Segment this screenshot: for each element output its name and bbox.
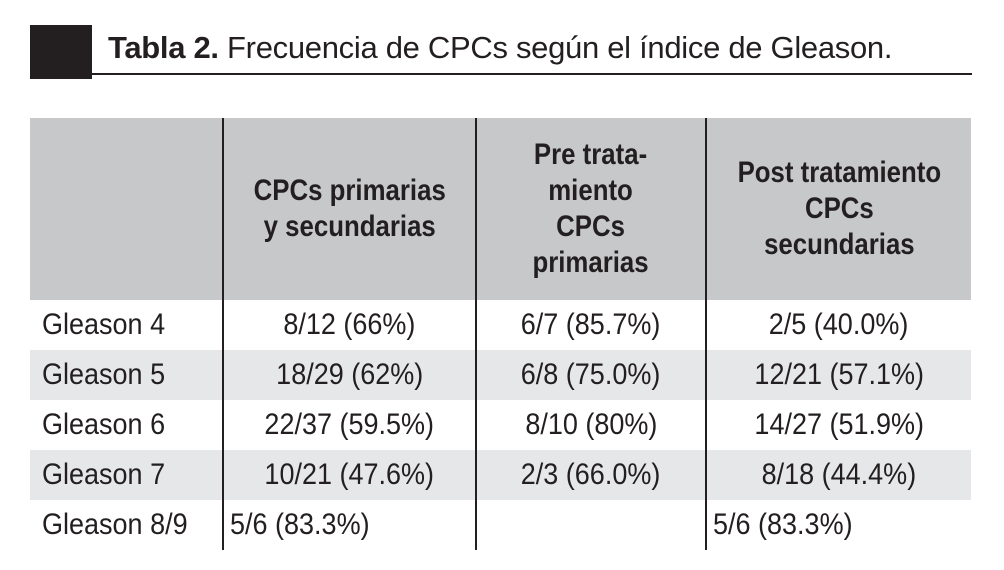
cell-value: 8/10 (80%) [475, 400, 706, 450]
title-underline [92, 73, 972, 75]
header-pre-tratamiento: Pre trata- miento CPCs primarias [475, 118, 706, 300]
cell-value: 10/21 (47.6%) [222, 450, 476, 500]
row-label: Gleason 4 [42, 308, 166, 341]
cell-value [475, 500, 706, 550]
cell-value: 5/6 (83.3%) [705, 500, 971, 550]
row-label: Gleason 5 [30, 350, 223, 400]
table-row: Gleason 4 8/12 (66%) 6/7 (85.7%) 2/5 (40… [30, 300, 971, 350]
cell-value: 6/8 (75.0%) [475, 350, 706, 400]
row-label: Gleason 8/9 [42, 508, 188, 541]
row-label: Gleason 6 [42, 408, 166, 441]
table-header-row: CPCs primarias y secundarias Pre trata- … [30, 118, 971, 300]
table-row: Gleason 5 18/29 (62%) 6/8 (75.0%) 12/21 … [30, 350, 971, 400]
header-cpcs-primarias-secundarias: CPCs primarias y secundarias [222, 118, 476, 300]
cell-value: 14/27 (51.9%) [705, 400, 971, 450]
table-row: Gleason 8/9 5/6 (83.3%) 5/6 (83.3%) [30, 500, 971, 550]
cell-value: 8/12 (66%) [222, 300, 476, 350]
header-post-tratamiento: Post tratamiento CPCs secundarias [705, 118, 971, 300]
cell-value: 5/6 (83.3%) [222, 500, 476, 550]
cell-value: 8/18 (44.4%) [705, 450, 971, 500]
cell-value: 22/37 (59.5%) [222, 400, 476, 450]
table-row: Gleason 6 22/37 (59.5%) 8/10 (80%) 14/27… [30, 400, 971, 450]
table-title: Tabla 2. Frecuencia de CPCs según el índ… [108, 28, 893, 68]
table-row: Gleason 7 10/21 (47.6%) 2/3 (66.0%) 8/18… [30, 450, 971, 500]
cell-value: 2/5 (40.0%) [705, 300, 971, 350]
gleason-frequency-table: CPCs primarias y secundarias Pre trata- … [30, 118, 971, 550]
table-title-label: Tabla 2. [108, 30, 219, 65]
cell-value: 6/7 (85.7%) [475, 300, 706, 350]
title-marker-block [30, 25, 92, 79]
cell-value: 18/29 (62%) [222, 350, 476, 400]
row-label: Gleason 7 [30, 450, 223, 500]
header-empty [30, 118, 223, 300]
cell-value: 12/21 (57.1%) [705, 350, 971, 400]
cell-value: 2/3 (66.0%) [475, 450, 706, 500]
table-title-text: Frecuencia de CPCs según el índice de Gl… [218, 30, 893, 65]
